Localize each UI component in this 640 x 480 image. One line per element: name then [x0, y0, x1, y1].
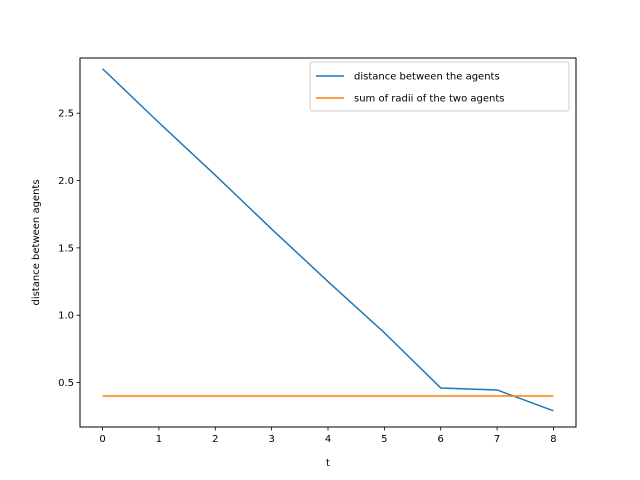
x-tick-label: 8 [550, 434, 556, 445]
x-axis-ticks: 0 1 2 3 4 5 6 7 8 [99, 427, 557, 445]
series-line-1 [102, 68, 554, 412]
x-tick-label: 6 [438, 434, 444, 445]
x-tick-label: 1 [156, 434, 162, 445]
y-tick-label: 1.0 [58, 311, 74, 322]
y-axis-ticks: 0.5 1.0 1.5 2.0 2.5 [58, 109, 80, 389]
y-tick-label: 2.5 [58, 109, 74, 120]
y-tick-label: 1.5 [58, 243, 74, 254]
x-axis-label: t [326, 458, 330, 469]
y-axis-label: distance between agents [31, 179, 42, 305]
x-tick-label: 7 [494, 434, 500, 445]
x-tick-label: 0 [99, 434, 105, 445]
y-tick-label: 2.0 [58, 176, 74, 187]
legend: distance between the agents sum of radii … [309, 61, 570, 112]
x-tick-label: 3 [268, 434, 274, 445]
legend-label-2: sum of radii of the two agents [354, 94, 505, 105]
legend-box [309, 61, 570, 112]
x-tick-label: 5 [381, 434, 387, 445]
legend-label-1: distance between the agents [354, 72, 500, 83]
plot-area-frame [79, 57, 577, 428]
series-lines [102, 68, 554, 412]
y-tick-label: 0.5 [58, 378, 74, 389]
x-tick-label: 2 [212, 434, 218, 445]
x-tick-label: 4 [325, 434, 331, 445]
